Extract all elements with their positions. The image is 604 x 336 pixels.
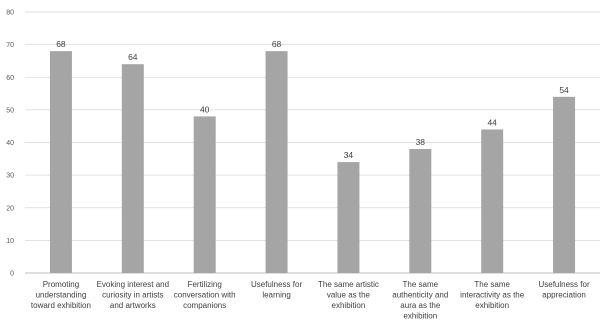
data-labels: 68 64 40 68 34 38 44 54 (56, 39, 569, 160)
bar (49, 51, 72, 274)
category-label-line: exhibition (332, 301, 366, 310)
y-tick-label: 0 (10, 271, 14, 278)
category-label-line: aura as the (400, 301, 441, 310)
data-label: 34 (344, 150, 354, 160)
category-label-line: authenticity and (392, 291, 448, 300)
category-label-line: Evoking interest and (97, 280, 170, 289)
category-label-line: The same (474, 280, 510, 289)
y-tick-label: 30 (6, 173, 14, 180)
category-label-line: The same artistic (318, 280, 379, 289)
category-label-line: Usefulness for (538, 280, 589, 289)
category-label-line: curiosity in artists (102, 291, 163, 300)
category-labels: Promoting understanding toward exhibition E… (31, 280, 590, 321)
data-label: 68 (56, 39, 66, 49)
category-label-line: toward exhibition (31, 301, 91, 310)
gridlines (25, 11, 600, 274)
y-tick-label: 20 (6, 205, 14, 212)
category-label-line: understanding (36, 291, 87, 300)
category-label-line: appreciation (542, 291, 586, 300)
data-label: 44 (487, 117, 497, 127)
category-label: Fertilizing conversation with companions (174, 280, 236, 310)
category-label: Promoting understanding toward exhibition (31, 280, 91, 310)
y-tick-label: 40 (6, 140, 14, 147)
bar (553, 96, 576, 273)
y-axis-ticks: 0 10 20 30 40 50 60 70 80 (6, 10, 14, 278)
category-label-line: and artworks (110, 301, 156, 310)
bar (265, 51, 288, 274)
bar (409, 149, 432, 273)
data-label: 54 (559, 85, 569, 95)
y-tick-label: 50 (6, 107, 14, 114)
category-label: The same artistic value as the exhibition (318, 280, 379, 310)
category-label-line: The same (403, 280, 439, 289)
category-label-line: learning (262, 291, 290, 300)
category-label: The same interactivity as the exhibition (460, 280, 525, 310)
bar (193, 116, 216, 274)
category-label: Usefulness for learning (251, 280, 302, 300)
bar (481, 129, 504, 273)
category-label-line: interactivity as the (460, 291, 525, 300)
y-tick-label: 10 (6, 238, 14, 245)
bar (337, 162, 360, 273)
bars (49, 51, 576, 274)
bar (121, 64, 144, 273)
y-tick-label: 70 (6, 42, 14, 49)
data-label: 64 (128, 52, 138, 62)
category-label-line: Usefulness for (251, 280, 302, 289)
category-label: Usefulness for appreciation (538, 280, 589, 300)
data-label: 40 (200, 104, 210, 114)
category-label-line: conversation with (174, 291, 236, 300)
category-label-line: Promoting (43, 280, 79, 289)
category-label-line: value as the (327, 291, 371, 300)
category-label: Evoking interest and curiosity in artists… (97, 280, 170, 310)
y-tick-label: 80 (6, 10, 14, 17)
category-label: The same authenticity and aura as the exhib… (392, 280, 448, 321)
y-tick-label: 60 (6, 75, 14, 82)
data-label: 68 (272, 39, 282, 49)
category-label-line: exhibition (475, 301, 509, 310)
category-label-line: exhibition (403, 312, 437, 321)
data-label: 38 (416, 137, 426, 147)
category-label-line: Fertilizing (188, 280, 222, 289)
category-label-line: companions (183, 301, 226, 310)
